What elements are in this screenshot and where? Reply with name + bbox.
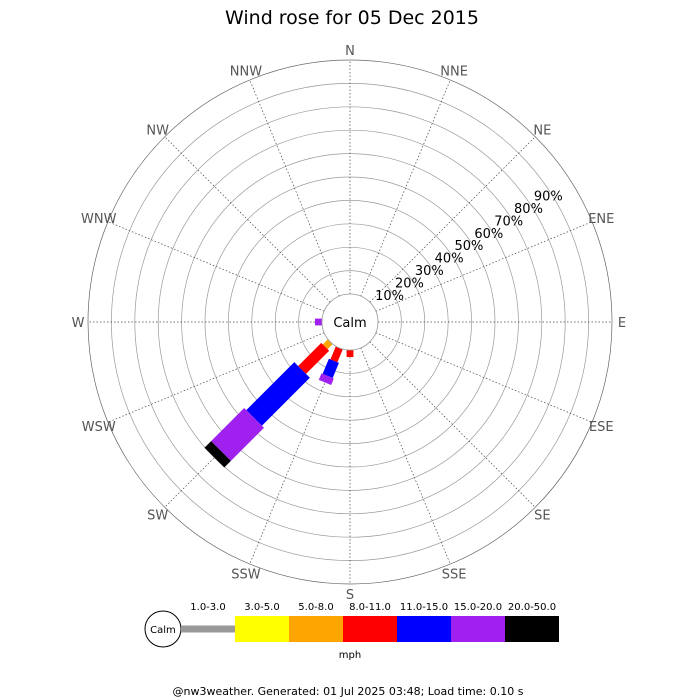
footer-text: @nw3weather. Generated: 01 Jul 2025 03:4… — [173, 685, 524, 698]
grid-spoke — [369, 136, 536, 303]
direction-label-nne: NNE — [440, 65, 468, 80]
grid-spoke — [369, 341, 536, 508]
legend-calm-label: Calm — [150, 625, 176, 636]
bar-segment-ssw-3 — [330, 346, 343, 363]
percent-tick-label: 60% — [474, 227, 503, 242]
legend-swatch-3 — [343, 616, 397, 642]
direction-label-nw: NW — [146, 124, 169, 139]
direction-label-sw: SW — [147, 508, 168, 523]
grid-spoke — [107, 221, 325, 312]
grid-ring — [87, 59, 613, 585]
bar-segment-s-3 — [346, 350, 354, 358]
bar-segment-w-5 — [314, 318, 322, 326]
grid-spoke — [360, 79, 451, 297]
legend-bin-label-2: 5.0-8.0 — [298, 602, 333, 613]
bar-segment-ssw-5 — [318, 373, 334, 386]
wind-bars — [204, 318, 354, 468]
legend-bin-label-5: 15.0-20.0 — [454, 602, 502, 613]
calm-label: Calm — [333, 316, 366, 331]
grid-spoke — [249, 347, 340, 565]
grid-ring — [228, 200, 472, 444]
legend-units: mph — [339, 650, 361, 661]
legend-bin-label-1: 3.0-5.0 — [244, 602, 279, 613]
percent-tick-label: 80% — [514, 202, 543, 217]
percent-tick-label: 40% — [435, 252, 464, 267]
percent-tick-label: 90% — [534, 190, 563, 205]
direction-label-wsw: WSW — [82, 420, 116, 435]
percent-tick-label: 70% — [494, 214, 523, 229]
percent-ticks: 10%20%30%40%50%60%70%80%90% — [375, 190, 563, 304]
percent-tick-label: 50% — [455, 239, 484, 254]
legend-bin-label-3: 8.0-11.0 — [349, 602, 391, 613]
radial-grid — [87, 59, 613, 585]
legend-swatch-4 — [397, 616, 451, 642]
direction-label-ene: ENE — [588, 212, 614, 227]
grid-spoke — [164, 136, 331, 303]
grid-spoke — [375, 221, 593, 312]
grid-ring — [298, 270, 402, 374]
direction-label-n: N — [345, 44, 355, 59]
legend-swatch-1 — [235, 616, 289, 642]
direction-label-wnw: WNW — [81, 212, 117, 227]
direction-label-sse: SSE — [442, 567, 467, 582]
grid-spoke — [375, 332, 593, 423]
direction-label-s: S — [346, 588, 354, 603]
legend-swatch-0 — [181, 625, 235, 633]
legend-bin-label-4: 11.0-15.0 — [400, 602, 448, 613]
bar-segment-sw-5 — [211, 408, 264, 461]
bar-segment-sw-6 — [204, 441, 231, 468]
legend-swatch-6 — [505, 616, 559, 642]
bar-segment-ssw-4 — [322, 358, 339, 379]
legend-bin-label-0: 1.0-3.0 — [190, 602, 225, 613]
legend-bin-label-6: 20.0-50.0 — [508, 602, 556, 613]
percent-tick-label: 20% — [395, 276, 424, 291]
direction-label-ssw: SSW — [231, 567, 261, 582]
direction-labels: N NNE NE ENE E ESE SE SSE S SSW SW WSW W WNW NW NNW — [72, 44, 627, 603]
legend-swatch-5 — [451, 616, 505, 642]
direction-label-e: E — [618, 316, 626, 331]
direction-label-se: SE — [534, 508, 550, 523]
direction-label-nnw: NNW — [230, 65, 262, 80]
direction-label-ne: NE — [533, 124, 551, 139]
chart-title: Wind rose for 05 Dec 2015 — [225, 7, 479, 29]
speed-legend: Calm mph 1.0-3.0 3.0-5.0 5.0-8.0 8.0-11.0 11… — [144, 602, 559, 661]
grid-spoke — [360, 347, 451, 565]
calm-circle — [321, 293, 379, 351]
legend-swatch-2 — [289, 616, 343, 642]
bar-segment-sw-3 — [298, 342, 330, 374]
direction-label-ese: ESE — [589, 420, 614, 435]
percent-tick-label: 30% — [415, 264, 444, 279]
grid-ring — [157, 129, 543, 515]
grid-ring — [134, 106, 566, 538]
percent-tick-label: 10% — [375, 289, 404, 304]
grid-spoke — [249, 79, 340, 297]
bar-segment-sw-4 — [246, 362, 310, 426]
direction-label-w: W — [72, 316, 85, 331]
calm-center: Calm — [321, 293, 379, 351]
grid-spoke — [107, 332, 325, 423]
